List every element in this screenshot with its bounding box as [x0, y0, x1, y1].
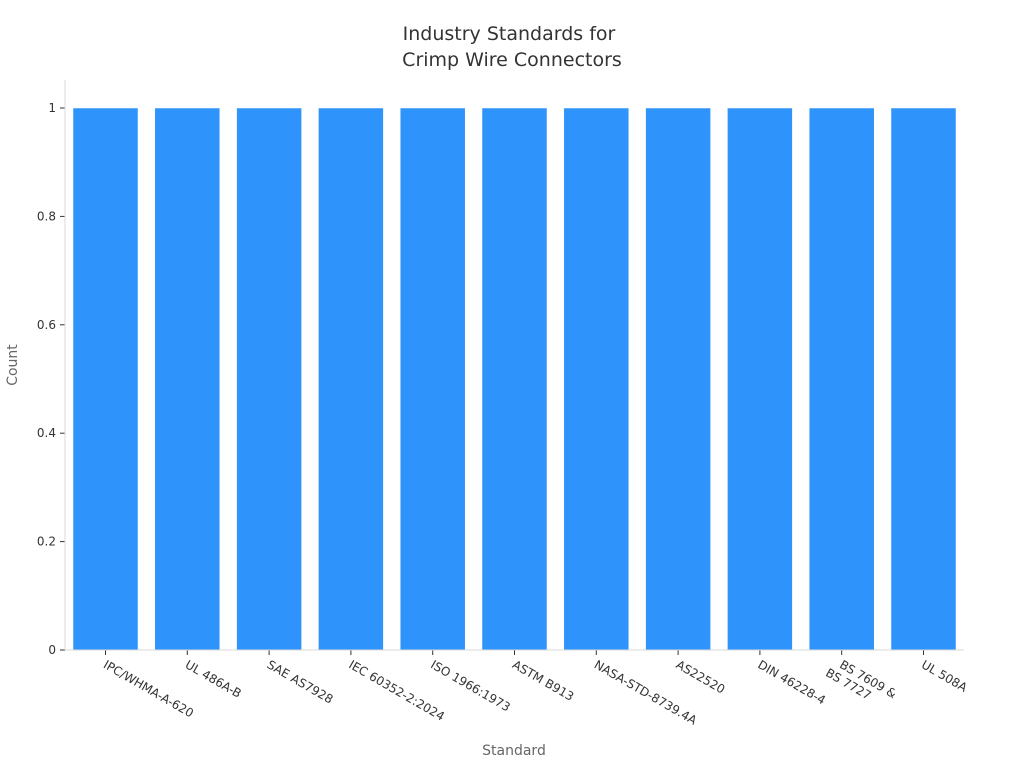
x-tick-label-line: ISO 1966:1973: [428, 657, 513, 714]
y-tick-label: 0: [48, 643, 56, 657]
bar: [236, 107, 302, 651]
bar: [154, 107, 221, 651]
x-tick-label-line: IPC/WHMA-A-620: [101, 657, 196, 720]
x-tick-label: IPC/WHMA-A-620: [101, 657, 196, 720]
x-tick-label: BS 7609 &BS 7727: [823, 653, 899, 713]
x-tick-label: ASTM B913: [510, 657, 576, 703]
x-tick-label: DIN 46228-4: [755, 657, 828, 707]
bar: [645, 107, 711, 651]
y-tick-label: 0.8: [37, 209, 56, 223]
chart-title-line-2: Crimp Wire Connectors: [402, 49, 622, 71]
x-tick-label-line: UL 486A-B: [183, 657, 244, 700]
x-tick-label: AS22520: [674, 657, 728, 696]
y-tick-label: 0.6: [37, 318, 56, 332]
bar: [481, 107, 548, 651]
x-tick-label: ISO 1966:1973: [428, 657, 513, 714]
bar: [318, 107, 384, 651]
bar: [399, 107, 466, 651]
y-tick-label: 0.4: [37, 426, 56, 440]
x-axis-label: Standard: [482, 743, 546, 759]
bar: [890, 107, 957, 651]
chart-title: Industry Standards for Crimp Wire Connec…: [402, 23, 622, 71]
x-tick-label: UL 508A: [919, 657, 970, 695]
bar: [563, 107, 630, 651]
x-tick-label-line: UL 508A: [919, 657, 970, 695]
x-tick-label-line: SAE AS7928: [265, 657, 336, 706]
y-axis-ticks: 0 0.2 0.4 0.6 0.8 1: [37, 101, 65, 657]
bar: [727, 107, 793, 651]
y-tick-label: 0.2: [37, 535, 56, 549]
y-tick-label: 1: [48, 101, 56, 115]
bars-group: [72, 107, 957, 651]
x-tick-label: UL 486A-B: [183, 657, 244, 700]
x-tick-label-line: ASTM B913: [510, 657, 576, 703]
y-axis-label: Count: [5, 344, 21, 386]
chart-title-line-1: Industry Standards for: [403, 23, 616, 45]
x-tick-label-line: DIN 46228-4: [755, 657, 828, 707]
bar: [808, 107, 875, 651]
x-tick-label-line: AS22520: [674, 657, 728, 696]
bar: [72, 107, 139, 651]
x-tick-label: SAE AS7928: [265, 657, 336, 706]
